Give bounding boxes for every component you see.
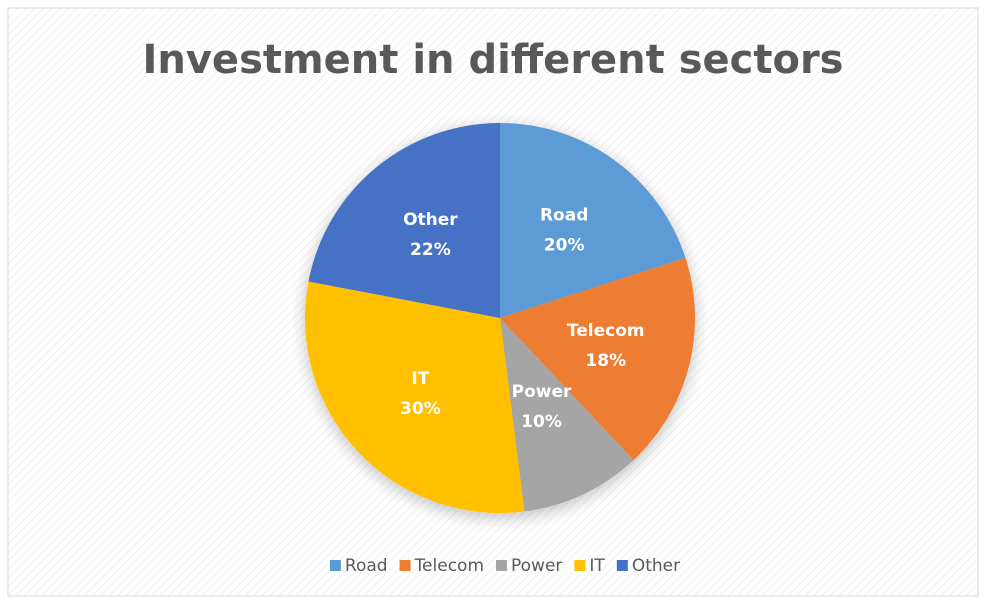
legend-label: Telecom	[414, 556, 484, 576]
pie	[304, 123, 695, 513]
slice-value-label: 18%	[585, 351, 626, 371]
pie-slice	[308, 123, 500, 318]
slice-category-label: Road	[540, 206, 588, 226]
pie-slice	[304, 281, 525, 513]
legend-swatch	[399, 560, 411, 571]
legend-swatch	[574, 560, 586, 571]
slice-category-label: Telecom	[567, 321, 645, 341]
data-labels: Road 20% Telecom 18% Power 10% IT 30% Other 22%	[400, 206, 645, 433]
legend-swatch	[616, 560, 628, 571]
slice-value-label: 30%	[400, 399, 441, 419]
slice-value-label: 22%	[410, 240, 451, 260]
pie-slice	[500, 123, 686, 318]
legend-label: Other	[632, 556, 680, 576]
pie-slice	[500, 318, 634, 512]
legend-label: Power	[511, 556, 562, 576]
slice-value-label: 10%	[521, 412, 562, 432]
legend-swatch	[329, 560, 341, 571]
chart-title: Investment in different sectors	[143, 37, 844, 83]
pie-slice	[500, 257, 695, 461]
slice-category-label: IT	[411, 369, 429, 389]
slice-value-label: 20%	[544, 236, 585, 256]
legend-swatch	[496, 560, 508, 571]
slice-category-label: Power	[512, 382, 572, 402]
legend-label: Road	[345, 556, 388, 576]
legend-label: IT	[589, 556, 605, 576]
legend: Road Telecom Power IT Other	[329, 556, 680, 576]
slice-category-label: Other	[403, 210, 458, 230]
